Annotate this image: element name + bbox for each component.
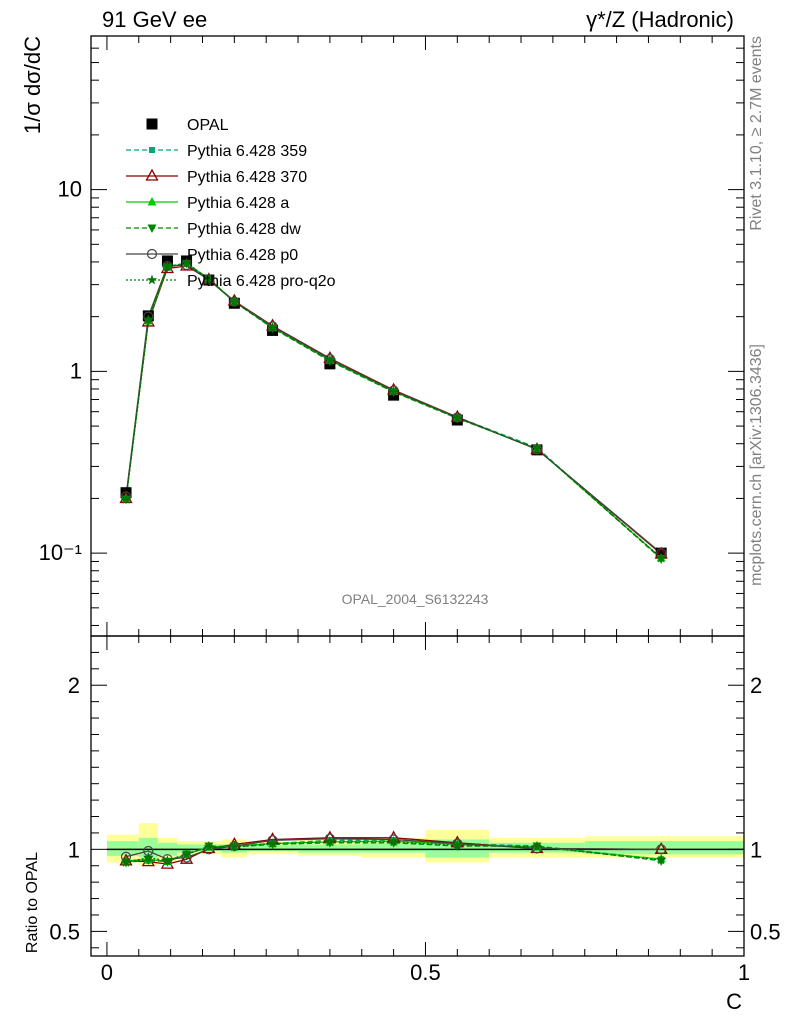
legend-marker-pp0 xyxy=(146,248,158,260)
main-series-line-pdw xyxy=(125,262,662,560)
ratio-point-pq2o xyxy=(203,841,215,852)
ratio-point-pq2o xyxy=(531,841,543,852)
ratio-uncertainty-band-inner xyxy=(298,844,362,853)
ratio-y-axis-title: Ratio to OPAL xyxy=(24,852,41,953)
ratio-series-line-pdw xyxy=(125,842,662,864)
ratio-point-pq2o xyxy=(324,836,336,847)
main-y-axis-title: 1/σ dσ/dC xyxy=(20,36,45,134)
ratio-point-pp0 xyxy=(656,844,667,855)
ratio-point-pq2o xyxy=(655,854,667,865)
main-y-tick-label: 1 xyxy=(70,358,82,383)
legend-label-p370: Pythia 6.428 370 xyxy=(187,169,307,186)
main-point-pp0 xyxy=(388,385,399,396)
legend-marker-p359 xyxy=(149,147,155,153)
ratio-series-line-pp0 xyxy=(125,838,662,860)
ratio-x-tick-label: 0 xyxy=(101,960,113,985)
ratio-y-tick-label-right: 2 xyxy=(750,673,762,698)
main-point-pq2o xyxy=(388,386,399,396)
ratio-uncertainty-band-inner xyxy=(584,841,744,855)
main-series-line-pp0 xyxy=(125,264,662,554)
main-point-pq2o xyxy=(229,296,240,307)
legend-label-pp0: Pythia 6.428 p0 xyxy=(187,247,298,264)
legend-marker-pa xyxy=(147,197,157,206)
ratio-point-pq2o xyxy=(267,838,278,848)
ratio-point-pq2o xyxy=(181,848,192,859)
ratio-point-pq2o xyxy=(229,841,240,852)
legend-label-data: OPAL xyxy=(187,117,229,134)
ratio-point-pq2o xyxy=(452,839,463,850)
ratio-y-tick-label-left: 0.5 xyxy=(49,919,80,944)
main-point-pq2o xyxy=(143,314,154,325)
ratio-point-pq2o xyxy=(162,855,173,866)
header-left-title: 91 GeV ee xyxy=(102,7,207,32)
legend-label-pq2o: Pythia 6.428 pro-q2o xyxy=(187,273,336,290)
ratio-point-pq2o xyxy=(143,852,154,862)
ratio-uncertainty-band-inner xyxy=(177,844,197,853)
ratio-plot-frame xyxy=(90,635,745,957)
side-note-source: mcplots.cern.ch [arXiv:1306.3436] xyxy=(748,344,765,586)
legend-marker-pdw xyxy=(147,224,157,233)
header-right-title: γ*/Z (Hadronic) xyxy=(586,7,734,32)
ratio-point-pq2o xyxy=(388,836,399,847)
main-point-pq2o xyxy=(655,552,667,563)
legend-marker-pq2o xyxy=(146,274,158,285)
x-axis-title: C xyxy=(726,989,742,1014)
main-series-line-p359 xyxy=(125,262,662,559)
main-point-pq2o xyxy=(203,273,215,284)
ratio-y-tick-label-left: 1 xyxy=(68,837,80,862)
legend-marker-data xyxy=(146,118,158,130)
main-point-pq2o xyxy=(181,257,192,268)
ratio-y-tick-label-left: 2 xyxy=(68,673,80,698)
ratio-x-tick-label: 0.5 xyxy=(410,960,441,985)
main-point-pq2o xyxy=(267,322,278,333)
main-y-tick-label: 10 xyxy=(58,177,82,202)
side-note-rivet: Rivet 3.1.10, ≥ 2.7M events xyxy=(748,36,765,231)
main-point-pq2o xyxy=(120,493,132,504)
main-point-pq2o xyxy=(162,261,173,272)
main-series-line-p370 xyxy=(125,265,662,555)
ratio-y-tick-label-right: 1 xyxy=(750,837,762,862)
main-series-line-pa xyxy=(125,262,662,559)
legend-label-pdw: Pythia 6.428 dw xyxy=(187,221,301,238)
ratio-y-tick-label-right: 0.5 xyxy=(750,919,781,944)
main-point-pq2o xyxy=(452,412,463,423)
legend-marker-p370 xyxy=(145,168,159,181)
watermark-analysis-id: OPAL_2004_S6132243 xyxy=(342,591,489,607)
ratio-uncertainty-band-inner xyxy=(106,841,139,856)
legend-label-pa: Pythia 6.428 a xyxy=(187,195,289,212)
ratio-x-tick-label: 1 xyxy=(738,960,750,985)
main-point-pq2o xyxy=(531,443,543,453)
ratio-point-pq2o xyxy=(120,857,132,867)
main-point-pq2o xyxy=(324,354,336,365)
legend-label-p359: Pythia 6.428 359 xyxy=(187,143,307,160)
main-series-line-pq2o xyxy=(125,262,662,559)
main-y-tick-label: 10⁻¹ xyxy=(39,540,82,565)
